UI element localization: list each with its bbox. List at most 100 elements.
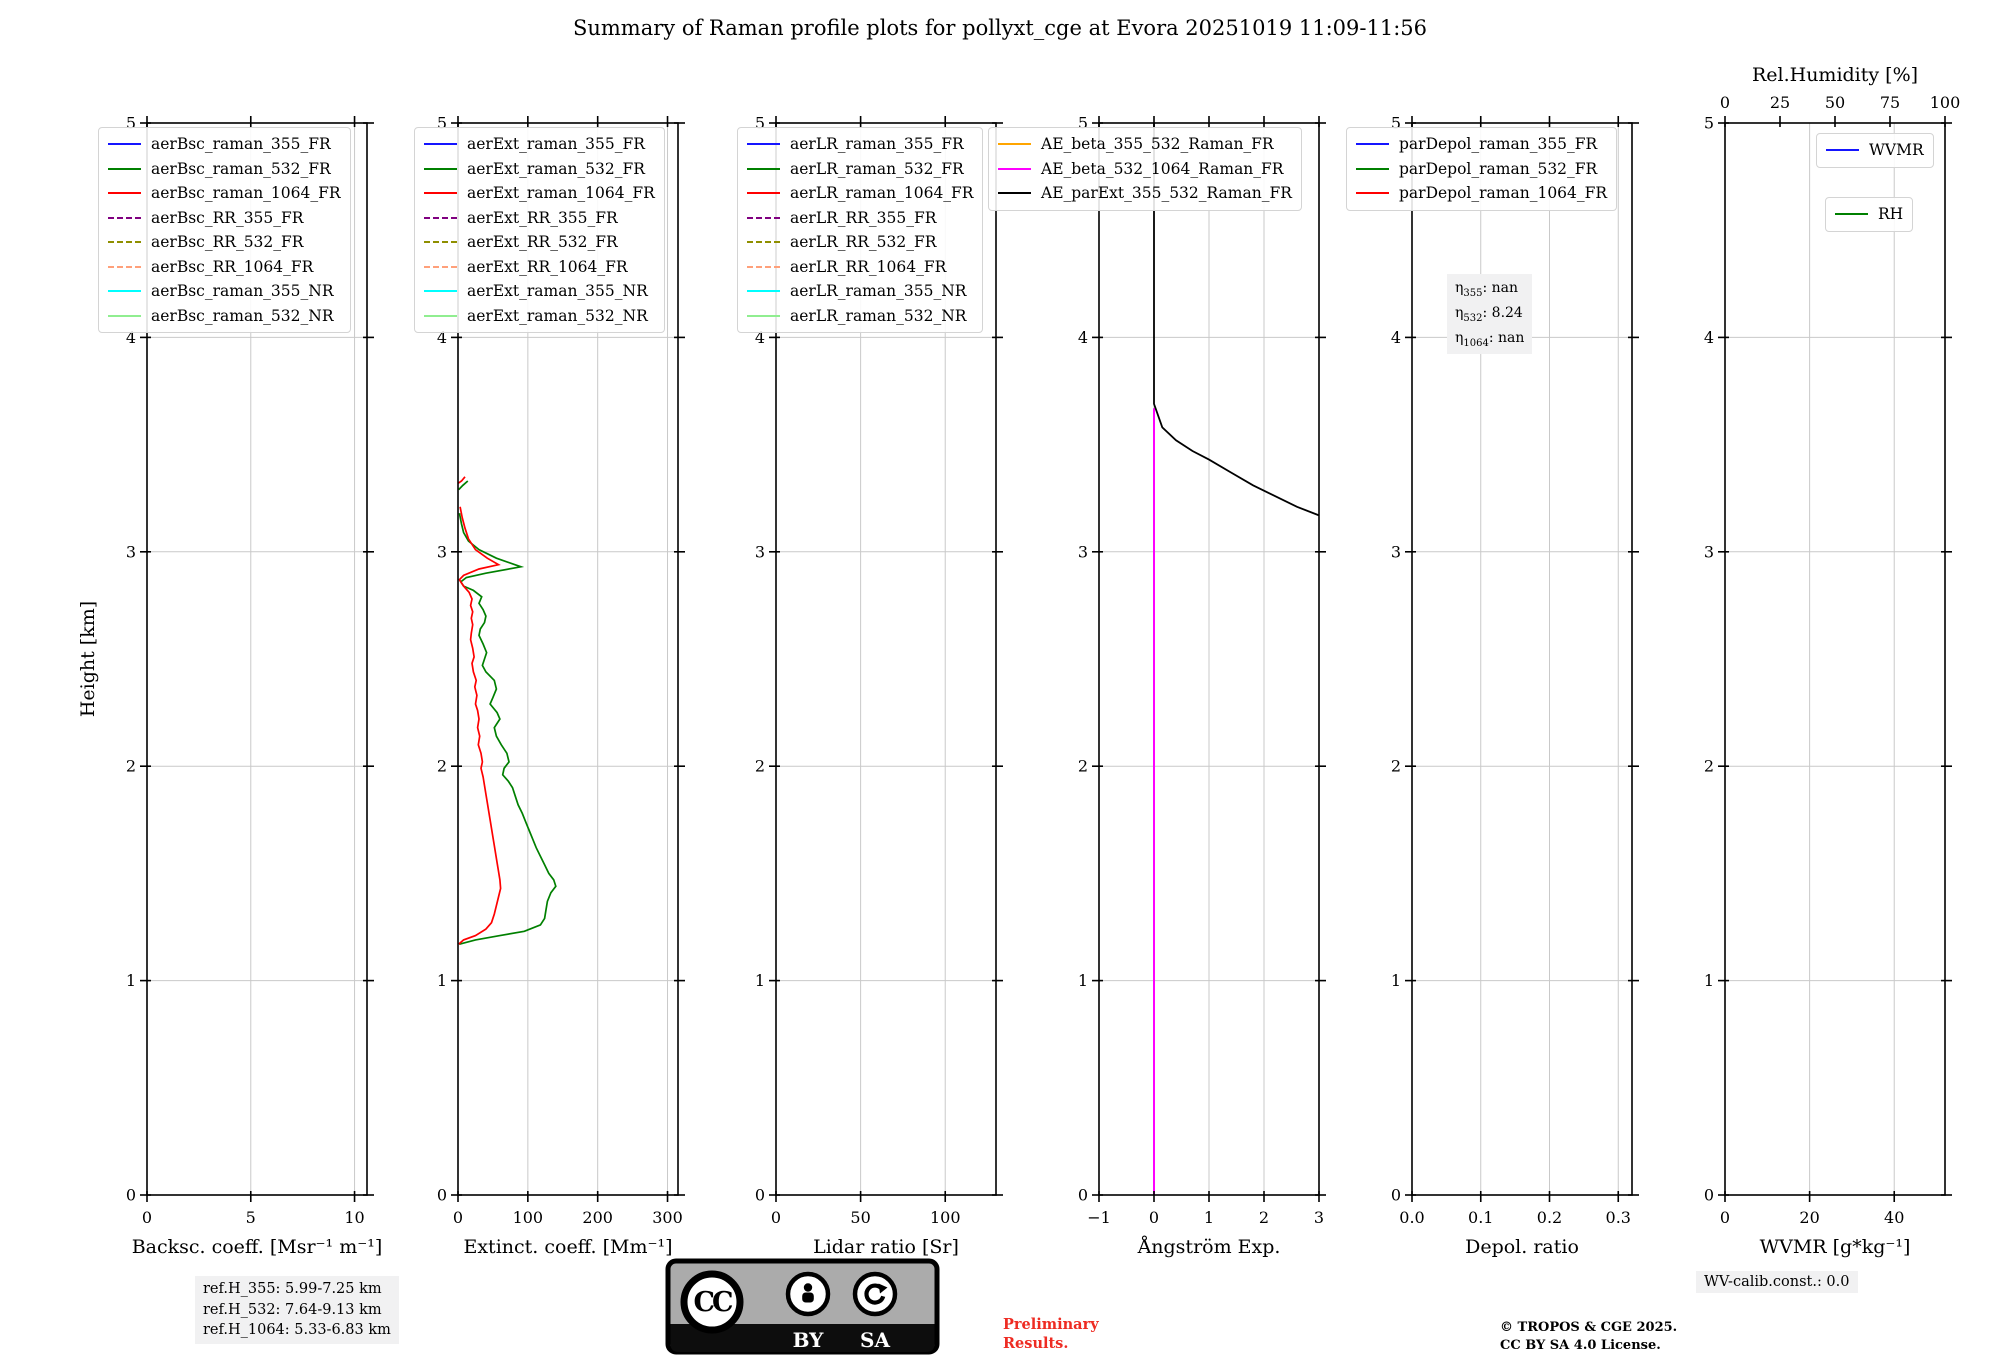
legend-label: aerExt_raman_532_FR xyxy=(467,159,645,178)
legend-entry: AE_beta_355_532_Raman_FR xyxy=(998,132,1292,157)
legend-label: aerLR_raman_355_FR xyxy=(790,135,964,154)
y-tick-label: 4 xyxy=(1391,328,1401,347)
legend-entry: aerBsc_raman_532_NR xyxy=(108,304,341,329)
y-tick-label: 5 xyxy=(1391,114,1401,133)
x-tick-label: 10 xyxy=(344,1208,364,1227)
tick-labels: 0.0 0.1 0.2 0.3 0 1 2 3 4 5 xyxy=(1391,114,1631,1228)
badge-bottom-band xyxy=(670,1324,935,1352)
legend-entry: aerLR_RR_1064_FR xyxy=(747,255,973,280)
legend-line-swatch xyxy=(747,241,780,244)
y-tick-label: 3 xyxy=(126,542,136,561)
y-tick-label: 0 xyxy=(126,1186,136,1205)
x-tick-label: 0 xyxy=(771,1208,781,1227)
plot-frame xyxy=(457,122,679,1196)
x-tick-label: 3 xyxy=(1314,1208,1324,1227)
legend-label: aerExt_raman_532_NR xyxy=(467,306,648,325)
legend-label: aerLR_RR_355_FR xyxy=(790,208,937,227)
legend-line-swatch xyxy=(747,216,780,219)
legend-entry: parDepol_raman_1064_FR xyxy=(1356,181,1607,206)
legend-label: parDepol_raman_355_FR xyxy=(1399,135,1598,154)
tick-labels: 0 5 10 0 1 2 3 4 5 xyxy=(126,114,365,1228)
legend-depol: parDepol_raman_355_FR parDepol_raman_532_… xyxy=(1346,127,1618,211)
legend-label: aerBsc_RR_532_FR xyxy=(151,233,304,252)
y-tick-label: 4 xyxy=(1078,328,1088,347)
x-tick-label: 0 xyxy=(1720,1208,1730,1227)
legend-entry: aerLR_RR_355_FR xyxy=(747,206,973,231)
legend-entry: aerBsc_RR_355_FR xyxy=(108,206,341,231)
legend-line-swatch xyxy=(747,143,780,146)
legend-entry: aerExt_raman_1064_FR xyxy=(424,181,655,206)
legend-label: aerLR_raman_1064_FR xyxy=(790,184,974,203)
tick-labels: 0 100 200 300 0 1 2 3 4 5 xyxy=(437,114,683,1228)
legend-line-swatch xyxy=(108,290,141,293)
y-tick-label: 3 xyxy=(1391,542,1401,561)
series-aerExt_raman_532_FR xyxy=(458,513,557,946)
y-tick-label: 2 xyxy=(1704,757,1714,776)
legend-line-swatch xyxy=(998,192,1031,195)
y-tick-label: 3 xyxy=(755,542,765,561)
legend-entry: aerBsc_raman_355_FR xyxy=(108,132,341,157)
ticks xyxy=(769,116,1003,1202)
plot-frame xyxy=(146,122,368,1196)
x-tick-label: 0.3 xyxy=(1606,1208,1631,1227)
legend-label: aerLR_RR_532_FR xyxy=(790,233,937,252)
legend-entry: aerLR_raman_532_NR xyxy=(747,304,973,329)
y-tick-label: 0 xyxy=(1078,1186,1088,1205)
x-tick-label: 5 xyxy=(246,1208,256,1227)
legend-entry: WVMR xyxy=(1826,138,1924,163)
legend-line-swatch xyxy=(747,314,780,317)
legend-label: aerBsc_raman_532_FR xyxy=(151,159,331,178)
y-tick-label: 0 xyxy=(437,1186,447,1205)
legend-entry: aerExt_raman_355_NR xyxy=(424,279,655,304)
y-tick-label: 5 xyxy=(126,114,136,133)
xlabel-angstrom: Ångström Exp. xyxy=(1137,1236,1281,1258)
legend-label: WVMR xyxy=(1869,141,1924,160)
y-tick-label: 5 xyxy=(437,114,447,133)
plot-frame xyxy=(1724,122,1946,1196)
plot-frame xyxy=(775,122,997,1196)
y-tick-label: 5 xyxy=(1078,114,1088,133)
series-group xyxy=(457,476,557,946)
x-tick-label: 50 xyxy=(850,1208,870,1227)
legend-label: aerLR_raman_355_NR xyxy=(790,282,967,301)
y-tick-label: 1 xyxy=(1078,971,1088,990)
legend-entry: aerExt_raman_532_NR xyxy=(424,304,655,329)
legend-label: aerExt_RR_532_FR xyxy=(467,233,618,252)
legend-entry: parDepol_raman_355_FR xyxy=(1356,132,1607,157)
ref-height-532: ref.H_532: 7.64-9.13 km xyxy=(203,1301,382,1318)
x-tick-label: 300 xyxy=(652,1208,683,1227)
legend-label: aerExt_RR_1064_FR xyxy=(467,257,628,276)
y-tick-label: 4 xyxy=(437,328,447,347)
y-tick-label: 2 xyxy=(755,757,765,776)
legend-line-swatch xyxy=(747,265,780,268)
copyright-text: © TROPOS & CGE 2025. CC BY SA 4.0 Licens… xyxy=(1500,1319,1677,1354)
x-tick-label: 2 xyxy=(1259,1208,1269,1227)
legend-line-swatch xyxy=(424,216,457,219)
share-alike-arrow-icon xyxy=(852,1271,898,1317)
legend-label: aerLR_raman_532_NR xyxy=(790,306,967,325)
legend-label: aerBsc_raman_355_NR xyxy=(151,282,334,301)
legend-line-swatch xyxy=(424,167,457,170)
x-tick-label: 40 xyxy=(1884,1208,1904,1227)
preliminary-results-text: Preliminary Results. xyxy=(1003,1316,1099,1352)
copyright-line1: © TROPOS & CGE 2025. xyxy=(1500,1320,1678,1335)
top-tick-label: 25 xyxy=(1770,93,1790,112)
attribution-person-icon xyxy=(785,1271,831,1317)
plot-frame xyxy=(1411,122,1633,1196)
y-tick-label: 0 xyxy=(755,1186,765,1205)
legend-entry: aerLR_RR_532_FR xyxy=(747,230,973,255)
y-tick-label: 3 xyxy=(437,542,447,561)
series-group xyxy=(1153,123,1320,1195)
tick-labels: 0 50 100 0 1 2 3 4 5 xyxy=(755,114,961,1228)
x-tick-label: 100 xyxy=(930,1208,961,1227)
legend-line-swatch xyxy=(108,216,141,219)
cc-by-sa-badge: CC BY SA xyxy=(665,1258,940,1355)
top-axis-label: Rel.Humidity [%] xyxy=(1752,64,1918,86)
y-tick-label: 0 xyxy=(1704,1186,1714,1205)
eta-annotation: η355: nan η532: 8.24 η1064: nan xyxy=(1447,274,1533,355)
copyright-line2: CC BY SA 4.0 License. xyxy=(1500,1337,1661,1353)
y-tick-label: 4 xyxy=(1704,328,1714,347)
gridlines xyxy=(1725,123,1945,1195)
